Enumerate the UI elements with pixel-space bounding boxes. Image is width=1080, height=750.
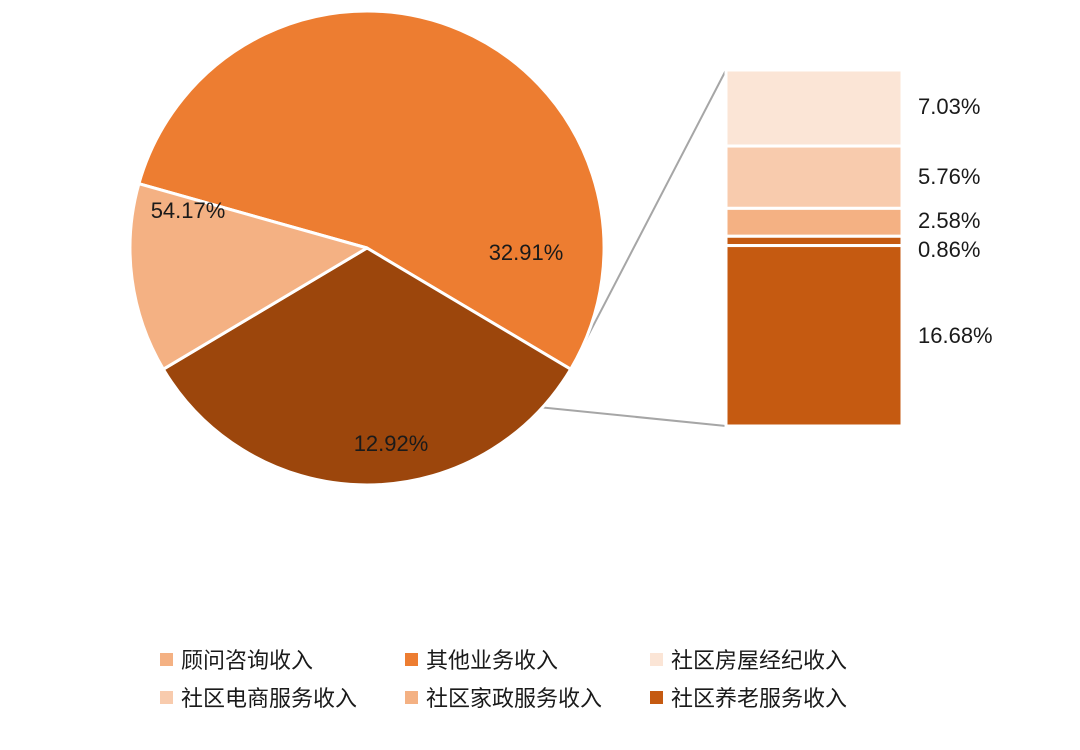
legend-label: 社区电商服务收入 xyxy=(181,687,358,712)
pie-data-label: 54.17% xyxy=(151,198,226,223)
legend-swatch xyxy=(160,652,173,666)
legend-swatch xyxy=(650,652,663,666)
legend-item: 其他业务收入 xyxy=(405,645,650,674)
legend-label: 社区家政服务收入 xyxy=(426,687,603,712)
legend-item: 社区养老服务收入 xyxy=(650,683,895,712)
legend-item: 顾问咨询收入 xyxy=(160,645,405,674)
legend-item: 社区房屋经纪收入 xyxy=(650,645,895,674)
bar-data-label: 5.76% xyxy=(918,164,980,189)
legend-swatch xyxy=(160,690,173,704)
bar-data-label: 2.58% xyxy=(918,208,980,233)
legend-swatch xyxy=(405,652,418,666)
legend-swatch xyxy=(405,690,418,704)
pie-data-label: 32.91% xyxy=(489,240,564,265)
pie: 54.17% 32.91% 12.92% xyxy=(128,9,606,487)
legend-item: 社区电商服务收入 xyxy=(160,683,405,712)
bar-segment xyxy=(724,68,904,148)
pie-slice xyxy=(161,246,573,487)
bar-data-label: 16.68% xyxy=(918,323,993,348)
stacked-bar: 7.03% 5.76% 2.58% 0.86% 16.68% xyxy=(724,68,993,428)
bar-data-label: 0.86% xyxy=(918,237,980,262)
legend: 顾问咨询收入 其他业务收入 社区房屋经纪收入 社区电商服务收入 社区家政服务收入… xyxy=(160,645,920,712)
bar-segment xyxy=(724,244,904,428)
bar-data-label: 7.03% xyxy=(918,94,980,119)
legend-label: 社区房屋经纪收入 xyxy=(671,649,848,674)
legend-label: 其他业务收入 xyxy=(426,649,559,674)
bar-segment xyxy=(724,144,904,210)
legend-item: 社区家政服务收入 xyxy=(405,683,650,712)
connector-line-top xyxy=(569,69,727,370)
legend-swatch xyxy=(650,690,663,704)
pie-data-label: 12.92% xyxy=(354,431,429,456)
pie-slice xyxy=(137,9,606,371)
legend-label: 社区养老服务收入 xyxy=(671,687,848,712)
bar-segment xyxy=(724,206,904,238)
legend-label: 顾问咨询收入 xyxy=(181,649,314,674)
pie-slice xyxy=(128,182,369,371)
